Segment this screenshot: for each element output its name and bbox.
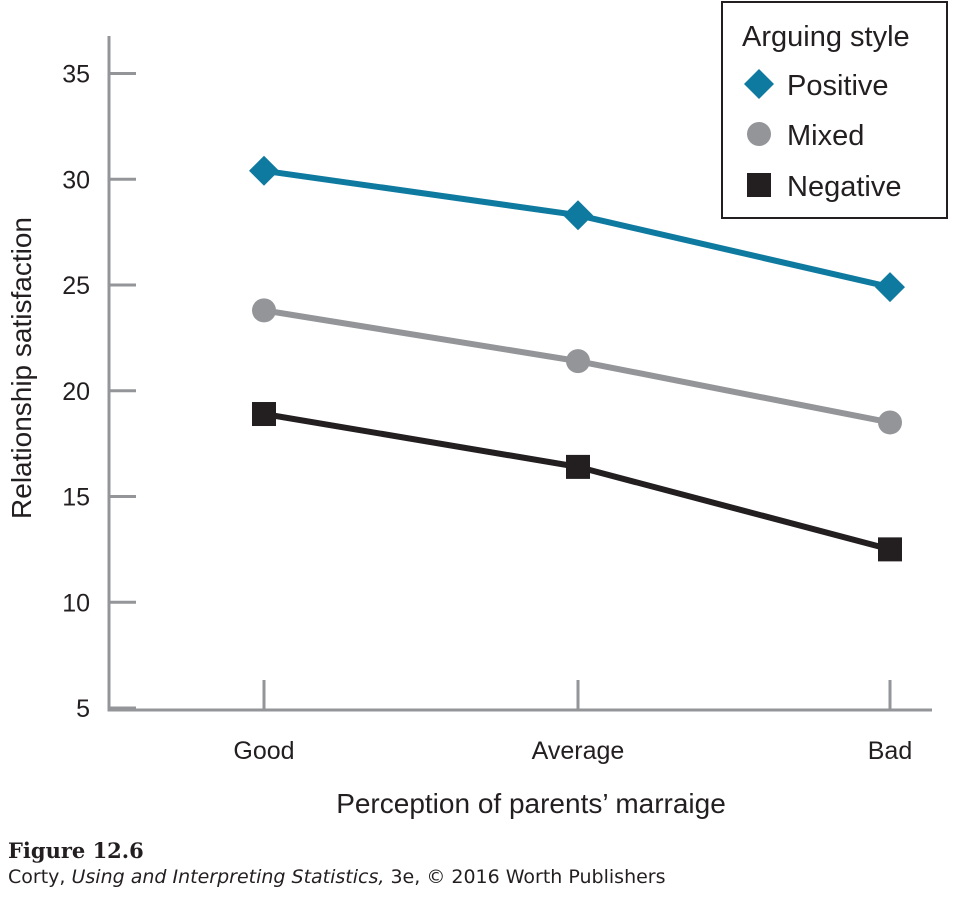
legend-label-positive: Positive [787, 70, 889, 102]
y-tick-label: 15 [62, 484, 90, 512]
x-tick-label: Bad [868, 737, 912, 765]
legend-marker-negative [747, 173, 771, 197]
x-tick-label: Good [233, 737, 294, 765]
line-chart: 5 10 15 20 25 30 35 Good Average Bad Perception of… [6, 1, 948, 819]
figure-label: Figure 12.6 [8, 838, 144, 863]
negative-point-bad [878, 537, 902, 562]
legend-marker-positive [744, 69, 774, 99]
mixed-point-good [252, 298, 276, 323]
positive-point-bad [875, 272, 905, 303]
x-axis-title: Perception of parents’ marraige [336, 788, 726, 819]
negative-series-line [263, 411, 891, 553]
x-tick-label: Average [532, 737, 625, 765]
y-axis-title: Relationship satisfaction [6, 217, 37, 519]
y-tick-label: 35 [62, 61, 90, 89]
mixed-point-average [566, 349, 590, 374]
credit-book-title: Using and Interpreting Statistics, [71, 866, 385, 888]
legend-marker-mixed [747, 122, 771, 146]
y-tick-label: 25 [62, 272, 90, 300]
y-tick-label: 5 [76, 695, 90, 723]
legend-title: Arguing style [742, 21, 910, 53]
negative-point-average [566, 454, 590, 479]
legend: Arguing style Positive Mixed Negative [721, 1, 948, 219]
figure-caption: Figure 12.6 Corty, Using and Interpretin… [8, 838, 666, 890]
negative-point-good [252, 402, 276, 427]
positive-point-average [563, 200, 593, 231]
mixed-point-bad [878, 410, 902, 435]
credit-edition: 3e, © 2016 Worth Publishers [384, 866, 666, 888]
y-tick-label: 30 [62, 166, 90, 194]
y-tick-label: 10 [62, 589, 90, 617]
legend-label-mixed: Mixed [787, 120, 864, 152]
figure-credit: Corty, Using and Interpreting Statistics… [8, 864, 666, 890]
positive-point-good [249, 155, 279, 186]
axes: 5 10 15 20 25 30 35 Good Average Bad Perception of… [6, 36, 932, 819]
legend-label-negative: Negative [787, 171, 901, 203]
credit-author: Corty, [8, 866, 72, 888]
series-lines [249, 155, 905, 562]
y-tick-label: 20 [62, 378, 90, 406]
